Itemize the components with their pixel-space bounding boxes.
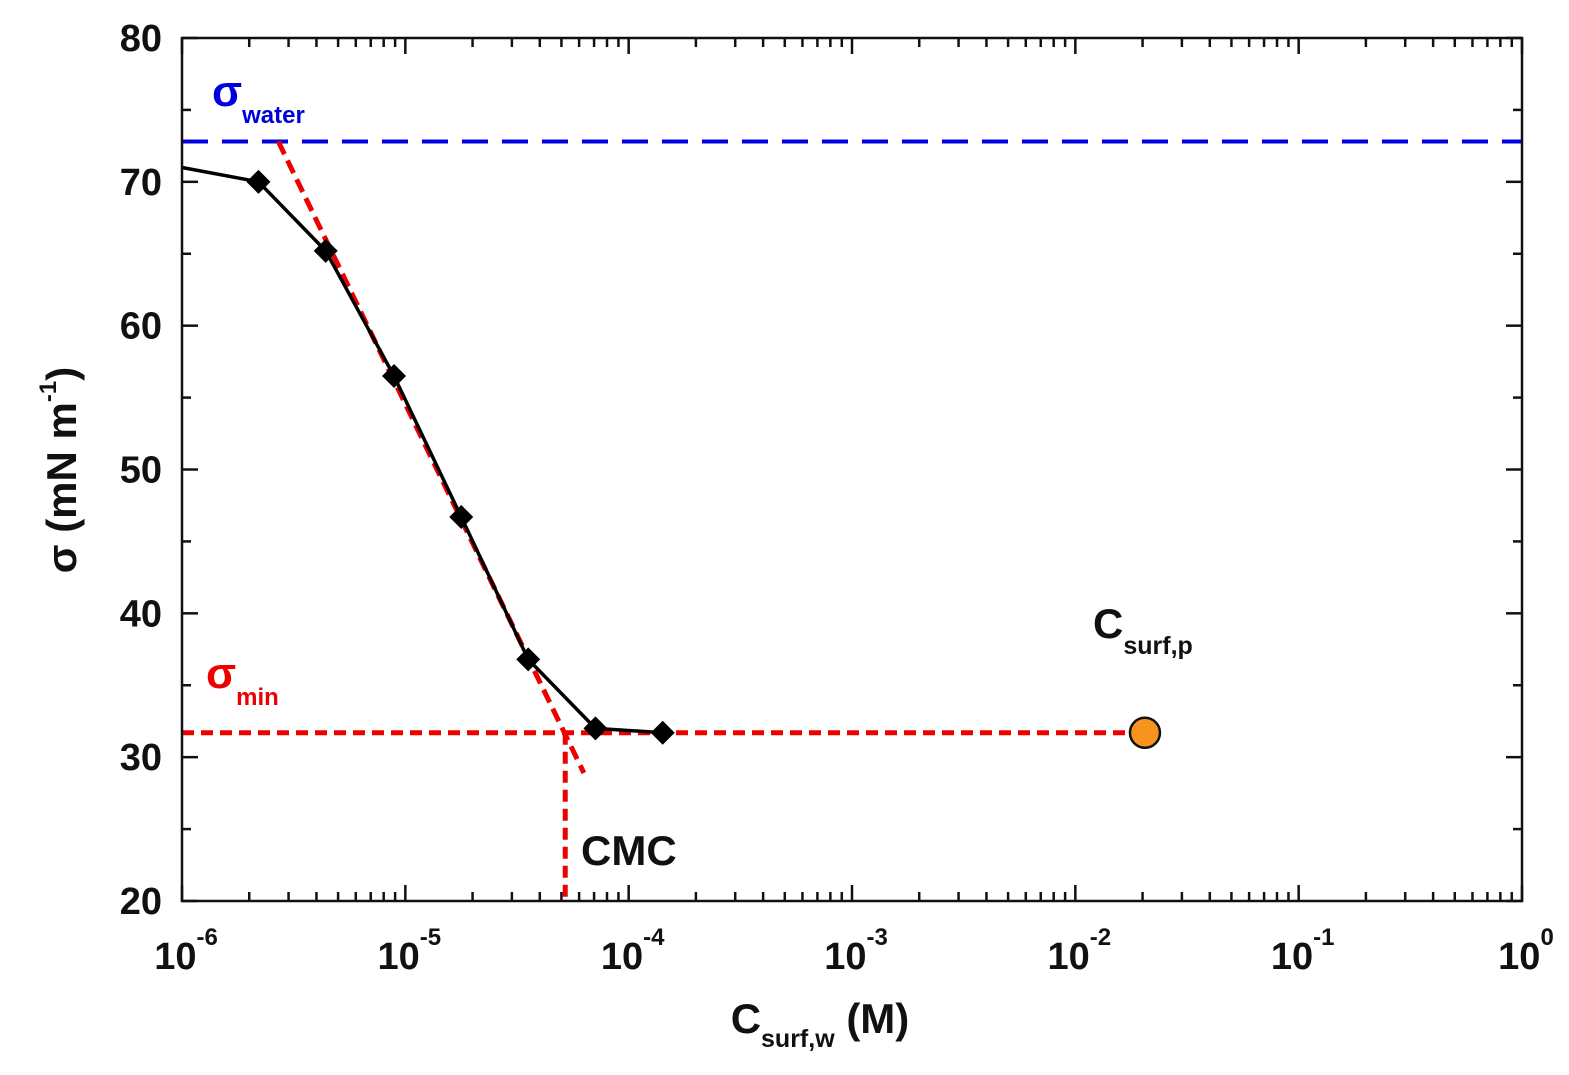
sigma-water-label-main: σ — [212, 67, 242, 116]
y-tick-label: 60 — [120, 306, 162, 348]
csurf-p-point — [1128, 716, 1162, 749]
x-tick-base: 10 — [378, 936, 420, 978]
y-axis-title-sup: -1 — [35, 381, 62, 402]
y-tick-label: 80 — [120, 18, 162, 60]
y-tick-label: 50 — [120, 450, 162, 492]
y-axis-title: σ (mN m-1) — [35, 367, 85, 573]
x-tick-exponent: -1 — [1313, 924, 1334, 951]
data-point-diamond — [246, 169, 271, 194]
x-tick-label: 10-6 — [154, 924, 218, 978]
x-tick-label: 10-4 — [601, 924, 665, 978]
x-tick-label: 10-5 — [378, 924, 442, 978]
x-tick-base: 10 — [601, 936, 643, 978]
data-point-diamond — [583, 716, 608, 741]
data-point-diamond — [650, 720, 675, 745]
sigma-min-label-sub: min — [236, 684, 279, 711]
y-tick-label: 40 — [120, 593, 162, 635]
x-tick-label: 10-1 — [1271, 924, 1335, 978]
series-line — [181, 165, 663, 735]
sigma-water-label: σwater — [212, 67, 305, 129]
x-tick-exponent: -5 — [420, 924, 441, 951]
x-tick-base: 10 — [1271, 936, 1313, 978]
x-tick-label: 10-2 — [1048, 924, 1112, 978]
x-tick-exponent: -3 — [866, 924, 887, 951]
data-point-diamond — [516, 647, 541, 672]
x-tick-label: 100 — [1498, 924, 1554, 978]
csurf-p-label-main: C — [1093, 600, 1123, 647]
x-axis-title-unit: (M) — [835, 995, 910, 1042]
y-tick-label: 70 — [120, 162, 162, 204]
x-axis-title-main: C — [731, 995, 761, 1042]
y-tick-label: 30 — [120, 737, 162, 779]
data-point-diamond — [313, 238, 338, 263]
x-tick-exponent: -6 — [196, 924, 217, 951]
x-axis-title-sub: surf,w — [761, 1025, 835, 1053]
x-tick-exponent: 0 — [1540, 924, 1553, 951]
x-tick-base: 10 — [824, 936, 866, 978]
plot-layer — [181, 139, 1522, 901]
x-tick-exponent: -4 — [643, 924, 665, 951]
data-point-diamond — [449, 504, 474, 529]
x-tick-base: 10 — [1498, 936, 1540, 978]
sigma-min-label: σmin — [206, 649, 279, 711]
x-tick-exponent: -2 — [1090, 924, 1111, 951]
data-point-diamond — [382, 364, 407, 389]
x-tick-base: 10 — [1048, 936, 1090, 978]
y-tick-label: 20 — [120, 881, 162, 923]
plot-frame — [180, 36, 1524, 903]
x-tick-base: 10 — [154, 936, 196, 978]
csurf-p-label: Csurf,p — [1093, 600, 1193, 660]
x-axis-title: Csurf,w (M) — [731, 995, 910, 1053]
csurf-p-label-sub: surf,p — [1123, 632, 1192, 660]
x-tick-label: 10-3 — [824, 924, 888, 978]
cmc-label: CMC — [581, 827, 677, 874]
sigma-water-label-sub: water — [241, 102, 305, 129]
ticks-layer — [180, 36, 1524, 903]
y-axis-title-end: ) — [38, 367, 85, 381]
sigma-min-label-main: σ — [206, 649, 236, 698]
y-axis-title-main: σ (mN m — [38, 402, 85, 573]
